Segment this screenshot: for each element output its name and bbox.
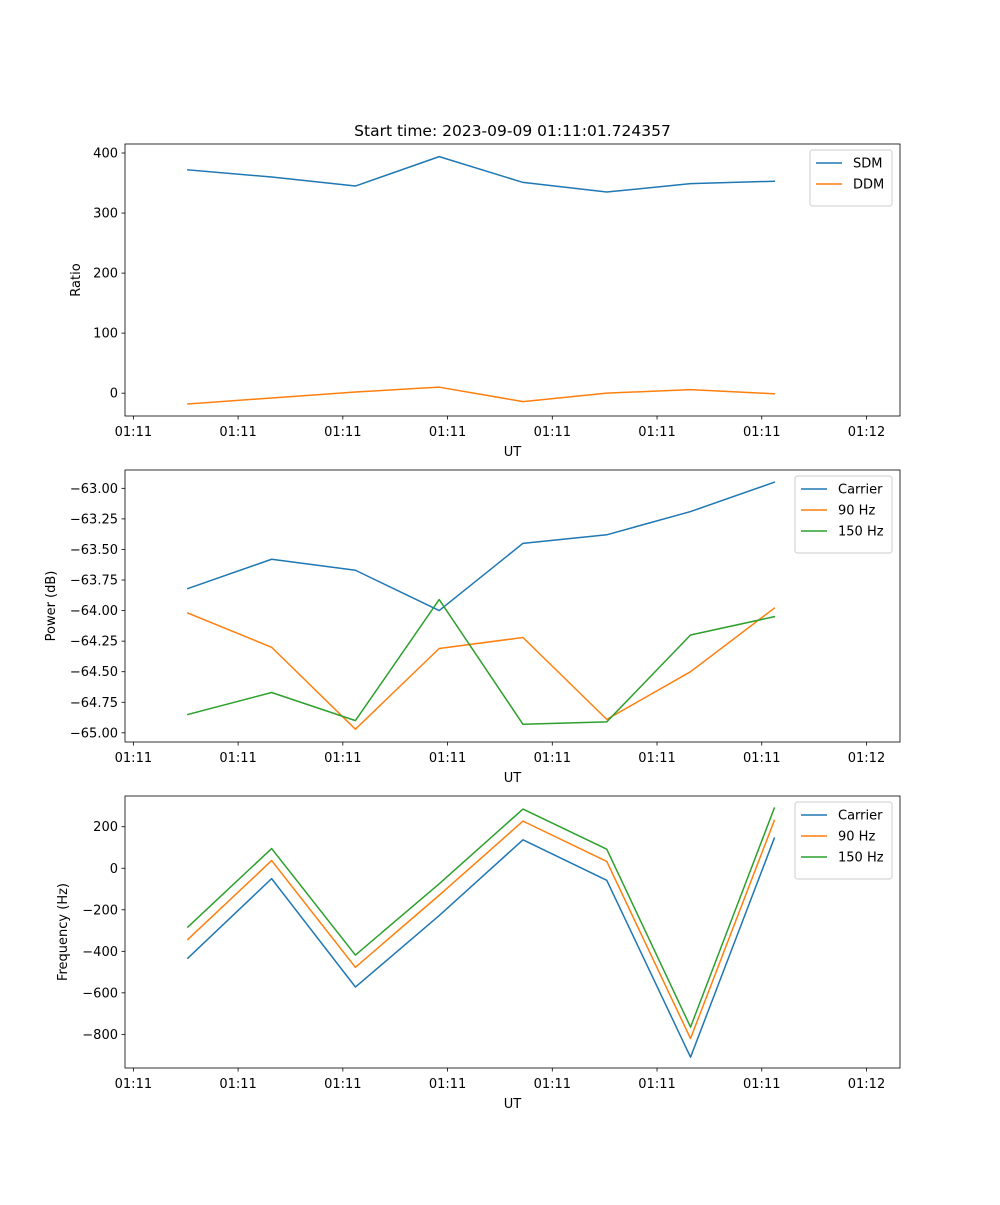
y-tick-label: −600 <box>82 986 118 1001</box>
y-tick-label: −63.75 <box>70 574 118 589</box>
x-tick-label: 01:11 <box>115 751 152 766</box>
y-tick-label: −64.25 <box>70 635 118 650</box>
x-axis-label: UT <box>504 1097 522 1112</box>
legend: Carrier 90 Hz 150 Hz <box>794 801 893 880</box>
legend-box <box>809 149 893 207</box>
legend-box <box>794 801 893 880</box>
y-tick-label: −63.25 <box>70 512 118 527</box>
x-tick-label: 01:11 <box>638 425 675 440</box>
x-tick-label: 01:11 <box>324 1077 361 1092</box>
y-tick-label: −400 <box>82 945 118 960</box>
x-tick-label: 01:12 <box>848 751 885 766</box>
x-tick-label: 01:11 <box>743 1077 780 1092</box>
series-line-150-hz <box>186 598 776 726</box>
subplot-0: 01:11 01:11 01:11 01:11 01:11 01:11 01:11 01:12… <box>69 143 901 460</box>
x-tick-label: 01:11 <box>743 425 780 440</box>
y-tick-label: −64.75 <box>70 696 118 711</box>
series-line-ddm <box>187 386 776 405</box>
y-tick-label: −64.50 <box>70 665 118 680</box>
x-axis-label: UT <box>504 445 522 460</box>
x-axis-label: UT <box>504 771 522 786</box>
series-line-90-hz <box>186 819 776 1040</box>
x-tick-label: 01:12 <box>848 425 885 440</box>
x-tick-label: 01:11 <box>638 751 675 766</box>
x-tick-label: 01:11 <box>324 425 361 440</box>
y-tick-label: 200 <box>93 267 118 282</box>
y-axis-label: Frequency (Hz) <box>56 883 71 981</box>
x-tick-label: 01:11 <box>429 751 466 766</box>
series-line-150-hz <box>186 807 776 1028</box>
legend-label: 150 Hz <box>838 851 884 866</box>
y-tick-label: −65.00 <box>70 726 118 741</box>
chart-title: Start time: 2023-09-09 01:11:01.724357 <box>354 122 671 140</box>
x-tick-label: 01:11 <box>115 425 152 440</box>
y-tick-label: 200 <box>93 820 118 835</box>
legend-label: 90 Hz <box>838 830 875 845</box>
x-tick-label: 01:11 <box>534 751 571 766</box>
series-line-90-hz <box>186 607 776 730</box>
axes-frame <box>124 143 901 417</box>
y-tick-label: 0 <box>110 862 118 877</box>
legend-label: DDM <box>853 178 884 193</box>
x-tick-label: 01:11 <box>219 425 256 440</box>
y-tick-label: 300 <box>93 207 118 222</box>
x-tick-label: 01:12 <box>848 1077 885 1092</box>
y-tick-label: −64.00 <box>70 604 118 619</box>
subplot-2: 01:11 01:11 01:11 01:11 01:11 01:11 01:11 01:12… <box>56 795 901 1112</box>
legend: SDM DDM <box>809 149 893 207</box>
series-line-carrier <box>186 481 776 612</box>
y-tick-label: 100 <box>93 327 118 342</box>
y-tick-label: 400 <box>93 147 118 162</box>
x-tick-label: 01:11 <box>324 751 361 766</box>
y-tick-label: −63.00 <box>70 482 118 497</box>
y-axis-label: Power (dB) <box>44 571 59 642</box>
y-tick-label: −63.50 <box>70 543 118 558</box>
x-tick-label: 01:11 <box>429 1077 466 1092</box>
x-tick-label: 01:11 <box>219 1077 256 1092</box>
legend-label: Carrier <box>838 483 883 498</box>
x-tick-label: 01:11 <box>638 1077 675 1092</box>
legend-label: Carrier <box>838 809 883 824</box>
y-tick-label: −200 <box>82 903 118 918</box>
legend: Carrier 90 Hz 150 Hz <box>794 475 893 554</box>
y-axis-label: Ratio <box>69 263 84 296</box>
x-tick-label: 01:11 <box>534 425 571 440</box>
series-line-carrier <box>186 837 776 1058</box>
legend-label: SDM <box>853 157 882 172</box>
x-tick-label: 01:11 <box>743 751 780 766</box>
x-tick-label: 01:11 <box>219 751 256 766</box>
x-tick-label: 01:11 <box>534 1077 571 1092</box>
y-tick-label: 0 <box>110 387 118 402</box>
axes-frame <box>124 469 901 743</box>
x-tick-label: 01:11 <box>115 1077 152 1092</box>
axes-frame <box>124 795 901 1069</box>
legend-label: 150 Hz <box>838 525 884 540</box>
legend-label: 90 Hz <box>838 504 875 519</box>
series-line-sdm <box>187 155 776 193</box>
x-tick-label: 01:11 <box>429 425 466 440</box>
y-tick-label: −800 <box>82 1028 118 1043</box>
legend-box <box>794 475 893 554</box>
subplot-1: 01:11 01:11 01:11 01:11 01:11 01:11 01:11 01:12… <box>44 469 901 786</box>
